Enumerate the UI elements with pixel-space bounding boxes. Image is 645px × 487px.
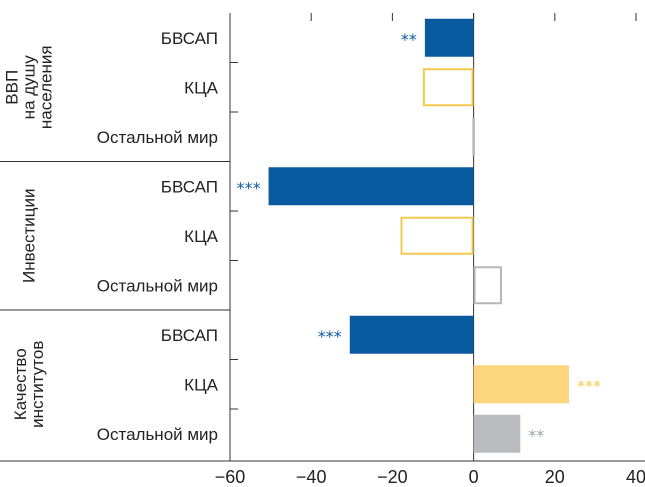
bar — [349, 315, 474, 354]
bar — [473, 414, 521, 453]
x-tick-label: −20 — [377, 467, 408, 487]
row-label: БВСАП — [161, 177, 218, 196]
x-tick-label: 0 — [469, 467, 479, 487]
row-label: Остальной мир — [97, 128, 218, 147]
group-label: Качество — [11, 348, 30, 420]
x-tick-label: −40 — [296, 467, 327, 487]
bar — [422, 68, 474, 107]
significance-stars: *** — [318, 327, 342, 346]
bar — [472, 117, 475, 156]
group-label: ВВП — [3, 70, 22, 105]
significance-stars: *** — [237, 178, 261, 197]
bar — [268, 167, 474, 206]
row-label: КЦА — [184, 227, 218, 246]
x-tick-label: 20 — [545, 467, 565, 487]
row-label: Остальной мир — [97, 425, 218, 444]
group-label: населения — [37, 45, 56, 129]
row-label: БВСАП — [161, 326, 218, 345]
row-label: КЦА — [184, 78, 218, 97]
significance-stars: ** — [528, 426, 544, 445]
significance-stars: *** — [577, 376, 601, 395]
bar — [400, 216, 474, 255]
x-tick-label: −60 — [215, 467, 246, 487]
bar — [473, 365, 570, 404]
group-label: Инвестиции — [20, 189, 39, 283]
row-label: Остальной мир — [97, 276, 218, 295]
row-label: БВСАП — [161, 29, 218, 48]
x-tick-label: 40 — [626, 467, 645, 487]
bar — [473, 266, 503, 305]
row-label: КЦА — [184, 375, 218, 394]
bar — [424, 18, 474, 57]
group-label: на душу — [20, 55, 39, 120]
group-label: институтов — [28, 341, 47, 428]
significance-stars: ** — [401, 30, 417, 49]
